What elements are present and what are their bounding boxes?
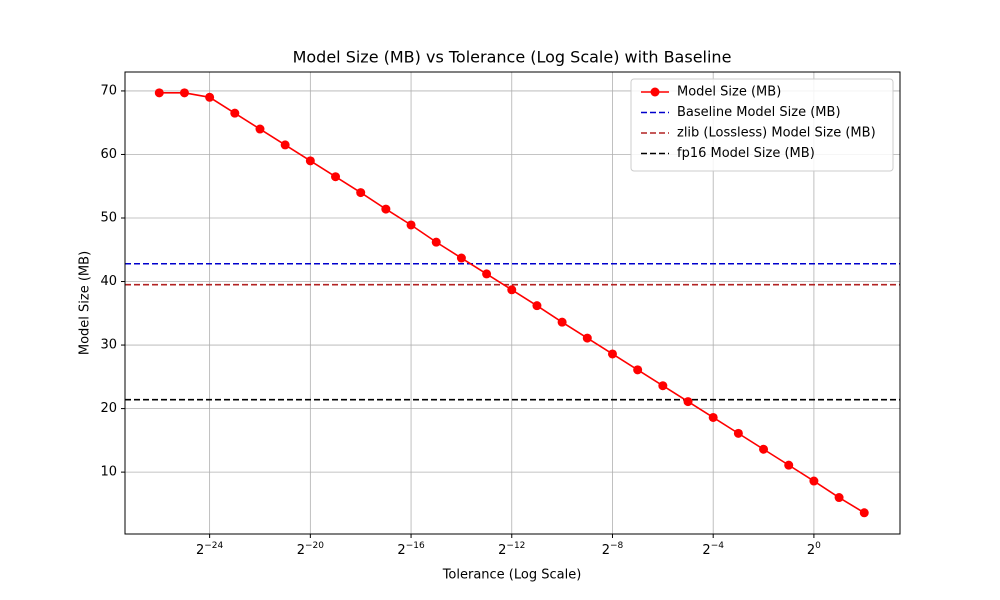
data-point — [456, 253, 466, 263]
data-point — [406, 220, 416, 230]
data-point — [381, 204, 391, 214]
data-point — [834, 493, 844, 503]
data-point — [482, 269, 492, 279]
legend-label: zlib (Lossless) Model Size (MB) — [677, 126, 876, 141]
y-tick-label: 10 — [100, 465, 117, 480]
chart-title: Model Size (MB) vs Tolerance (Log Scale)… — [293, 48, 732, 67]
plot-frame — [124, 71, 901, 535]
legend-box — [630, 78, 894, 172]
x-tick-label: 2−4 — [702, 541, 724, 558]
legend: Model Size (MB) Baseline Model Size (MB) z… — [630, 78, 894, 172]
x-tick-label: 2−16 — [397, 541, 425, 558]
data-point — [582, 333, 592, 343]
data-point — [784, 460, 794, 470]
data-point — [280, 140, 290, 150]
legend-label: Baseline Model Size (MB) — [677, 105, 841, 120]
data-point — [683, 397, 693, 407]
data-point — [205, 92, 215, 102]
data-point — [507, 285, 517, 295]
data-point — [305, 156, 315, 166]
data-point — [708, 412, 718, 422]
y-tick-label: 30 — [100, 338, 117, 353]
data-point — [154, 88, 164, 98]
x-tick-label: 2−12 — [498, 541, 525, 558]
y-tick-label: 60 — [100, 147, 117, 162]
legend-label: fp16 Model Size (MB) — [677, 146, 815, 161]
x-tick-label: 2−8 — [602, 541, 624, 558]
data-point — [431, 237, 441, 247]
data-point — [532, 301, 542, 311]
y-tick-label: 20 — [100, 401, 117, 416]
data-point — [230, 108, 240, 118]
data-point — [859, 508, 869, 518]
data-point — [607, 349, 617, 359]
data-point — [733, 428, 743, 438]
y-axis-label: Model Size (MB) — [78, 251, 93, 355]
data-point — [331, 172, 341, 182]
x-tick-label: 2−20 — [297, 541, 325, 558]
y-tick-label: 70 — [100, 83, 117, 98]
x-tick-label: 2−24 — [196, 541, 224, 558]
data-point — [557, 317, 567, 327]
data-point — [759, 444, 769, 454]
legend-label: Model Size (MB) — [677, 85, 781, 100]
data-point — [356, 188, 366, 198]
data-point — [179, 88, 189, 98]
y-tick-label: 50 — [100, 210, 117, 225]
x-axis-label: Tolerance (Log Scale) — [442, 568, 582, 583]
x-tick-label: 20 — [807, 541, 821, 558]
data-point — [255, 124, 265, 134]
legend-marker — [650, 87, 660, 97]
data-point — [658, 381, 668, 391]
data-point — [633, 365, 643, 375]
data-point — [809, 476, 819, 486]
y-tick-label: 40 — [100, 274, 117, 289]
